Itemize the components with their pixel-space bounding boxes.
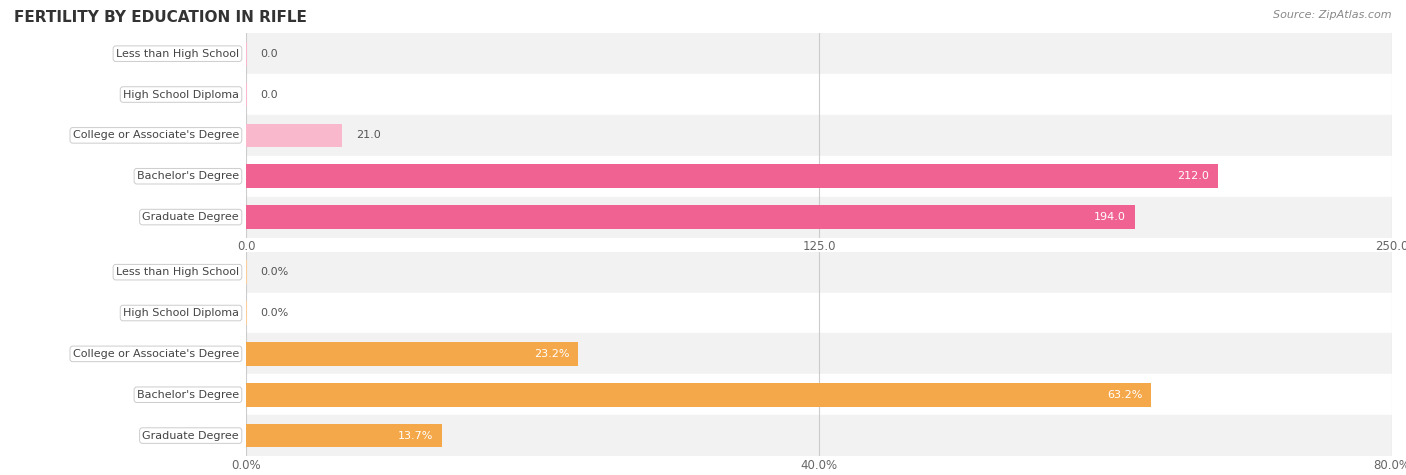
Bar [246, 374, 1392, 415]
Text: Bachelor's Degree: Bachelor's Degree [136, 390, 239, 400]
Text: 13.7%: 13.7% [398, 430, 433, 441]
Text: Less than High School: Less than High School [115, 48, 239, 59]
Text: Bachelor's Degree: Bachelor's Degree [136, 171, 239, 181]
Bar [246, 164, 1218, 188]
Bar [246, 333, 1392, 374]
Bar [246, 424, 443, 447]
Bar [246, 205, 1135, 229]
Bar [246, 383, 1152, 407]
Text: 23.2%: 23.2% [534, 349, 569, 359]
Bar [246, 197, 1392, 238]
Text: Less than High School: Less than High School [115, 267, 239, 277]
Text: Graduate Degree: Graduate Degree [142, 212, 239, 222]
Text: High School Diploma: High School Diploma [122, 308, 239, 318]
Bar [246, 115, 1392, 156]
Text: 0.0%: 0.0% [260, 308, 288, 318]
Bar [246, 156, 1392, 197]
Text: Graduate Degree: Graduate Degree [142, 430, 239, 441]
Text: High School Diploma: High School Diploma [122, 89, 239, 100]
Text: 0.0%: 0.0% [260, 267, 288, 277]
Bar [246, 415, 1392, 456]
Bar [246, 252, 1392, 293]
Text: 212.0: 212.0 [1177, 171, 1209, 181]
Text: 0.0: 0.0 [260, 48, 277, 59]
Bar [246, 74, 1392, 115]
Bar [246, 33, 1392, 74]
Bar [246, 293, 1392, 333]
Text: FERTILITY BY EDUCATION IN RIFLE: FERTILITY BY EDUCATION IN RIFLE [14, 10, 307, 25]
Bar [246, 124, 342, 147]
Text: 21.0: 21.0 [356, 130, 381, 141]
Text: 194.0: 194.0 [1094, 212, 1126, 222]
Text: 0.0: 0.0 [260, 89, 277, 100]
Text: 63.2%: 63.2% [1107, 390, 1142, 400]
Text: Source: ZipAtlas.com: Source: ZipAtlas.com [1274, 10, 1392, 19]
Text: College or Associate's Degree: College or Associate's Degree [73, 349, 239, 359]
Bar [246, 342, 578, 366]
Text: College or Associate's Degree: College or Associate's Degree [73, 130, 239, 141]
